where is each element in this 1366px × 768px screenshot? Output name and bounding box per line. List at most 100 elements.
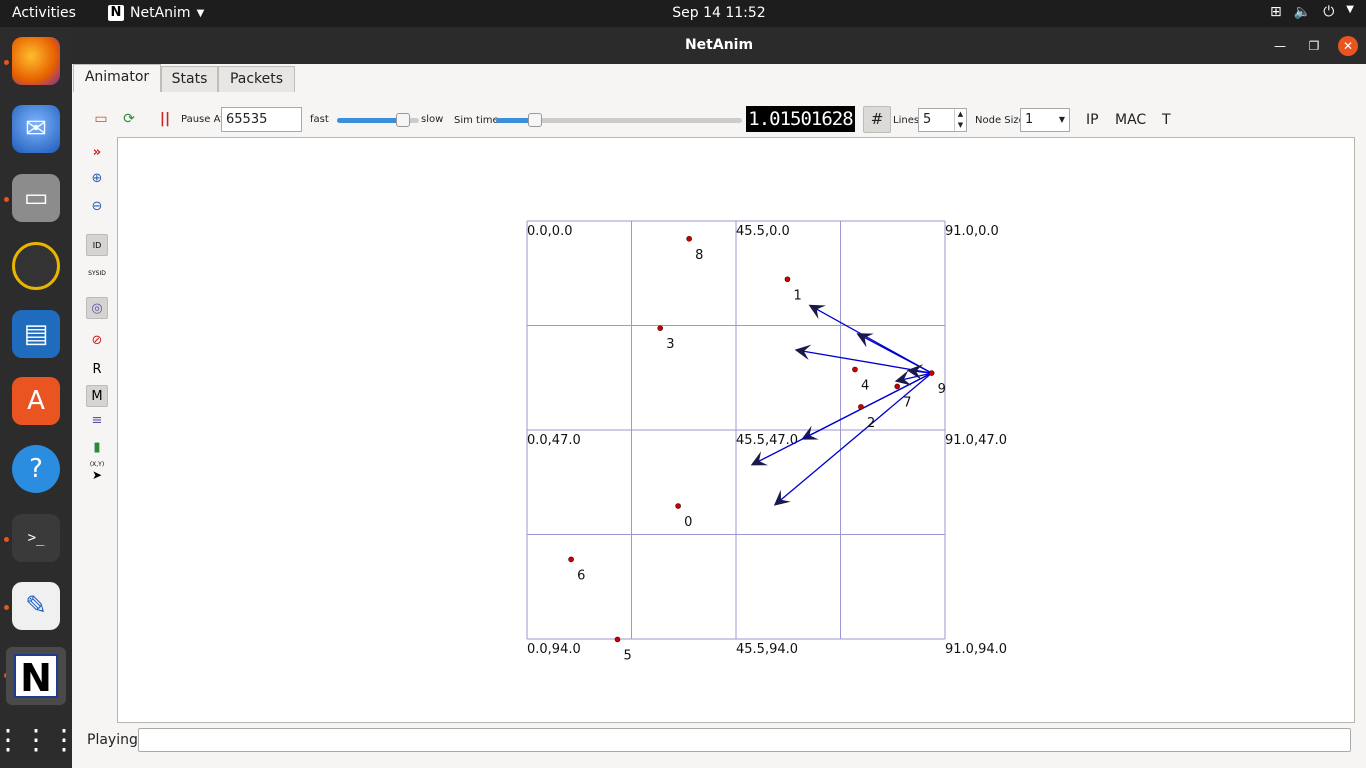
status-label: Playing	[87, 732, 138, 748]
reload-icon[interactable]: ⟳	[123, 111, 135, 127]
mobility-button[interactable]: M	[86, 385, 108, 407]
netanim-dock-item[interactable]: N	[6, 647, 66, 705]
app-grid-icon[interactable]: ⋮⋮⋮	[0, 722, 78, 756]
cursor-icon: ➤	[91, 468, 103, 482]
zoom-in-icon[interactable]: ⊕	[91, 171, 103, 186]
tab-stats[interactable]: Stats	[161, 66, 218, 92]
ip-toggle-button[interactable]: IP	[1086, 112, 1099, 128]
show-sysid-button[interactable]: SYSID	[86, 263, 108, 285]
netanim-icon: N	[14, 654, 58, 700]
minimize-button[interactable]: —	[1274, 39, 1286, 53]
grid-coordinate-label: 91.0,47.0	[945, 433, 1007, 448]
node-label: 9	[938, 382, 946, 397]
node-8	[686, 235, 692, 242]
grid-coordinate-label: 45.5,0.0	[736, 224, 790, 239]
node-label: 5	[623, 648, 631, 663]
node-2	[858, 404, 864, 410]
node-label: 1	[793, 288, 801, 303]
system-tray[interactable]: ⊞ 🔈 ⏻ ▼	[1270, 4, 1354, 20]
sim-time-slider-handle[interactable]	[528, 113, 543, 127]
app-menu[interactable]: N NetAnim ▼	[108, 5, 204, 21]
sysid-icon: SYSID	[88, 270, 106, 277]
files-icon[interactable]: ▭	[12, 174, 60, 222]
node-size-select[interactable]: 1 ▼	[1020, 108, 1070, 132]
grid-toggle-button[interactable]: #	[863, 106, 891, 133]
sim-time-slider[interactable]	[496, 113, 742, 127]
libreoffice-writer-icon[interactable]: ▤	[12, 310, 60, 358]
wireless-circles-button[interactable]: ◎	[86, 297, 108, 319]
power-icon[interactable]: ⏻	[1323, 4, 1335, 20]
tab-bar: Animator Stats Packets	[72, 64, 1366, 92]
chevron-down-icon: ▼	[1058, 115, 1065, 124]
show-node-id-button[interactable]: ID	[86, 234, 108, 256]
activities-button[interactable]: Activities	[12, 5, 76, 21]
speed-slider-handle[interactable]	[395, 113, 410, 127]
node-label: 6	[577, 568, 585, 583]
expand-panel-icon[interactable]: »	[92, 145, 102, 160]
running-indicator	[4, 197, 9, 202]
grid-coordinate-label: 45.5,94.0	[736, 642, 798, 657]
node-6	[568, 556, 574, 563]
battery-icon[interactable]: ▮	[93, 440, 101, 455]
firefox-icon[interactable]	[12, 37, 60, 85]
wireless-icon: ◎	[91, 301, 103, 316]
rhythmbox-icon[interactable]	[12, 242, 60, 290]
speed-slider[interactable]	[337, 113, 419, 127]
node-label: 2	[867, 416, 875, 431]
text-editor-icon[interactable]: ✎	[12, 582, 60, 630]
thunderbird-icon[interactable]: ✉	[12, 105, 60, 153]
lines-spinbox[interactable]: 5 ▲ ▼	[918, 108, 967, 132]
node-9	[928, 370, 935, 376]
sim-time-display: 1.01501628	[746, 106, 855, 132]
coordinate-tool-button[interactable]: (X,Y) ➤	[86, 460, 108, 482]
node-id-icon: ID	[92, 241, 102, 250]
packet-arrow	[750, 372, 932, 466]
netanim-window: NetAnim — ❐ ✕ Animator Stats Packets ▭ ⟳…	[72, 27, 1366, 768]
help-icon[interactable]: ?	[12, 445, 60, 493]
status-field	[138, 728, 1351, 752]
clock[interactable]: Sep 14 11:52	[672, 5, 766, 21]
open-file-icon[interactable]: ▭	[94, 111, 108, 127]
node-4	[852, 366, 858, 373]
title-bar[interactable]: NetAnim — ❐ ✕	[72, 27, 1366, 64]
terminal-icon[interactable]: >_	[12, 514, 60, 562]
tab-packets[interactable]: Packets	[218, 66, 295, 92]
running-indicator	[4, 537, 9, 542]
pause-icon[interactable]: ||	[159, 111, 171, 127]
node-label: 3	[666, 337, 674, 352]
animation-canvas[interactable]: 0.0,0.0 45.5,0.0 91.0,0.0 0.0,47.0 45.5,47.0…	[117, 137, 1355, 723]
zoom-out-icon[interactable]: ⊖	[91, 199, 103, 214]
grid-coordinate-label: 0.0,0.0	[527, 224, 572, 239]
top-bar: Activities N NetAnim ▼ Sep 14 11:52 ⊞ 🔈 …	[0, 0, 1366, 27]
network-icon[interactable]: ⊞	[1270, 4, 1282, 20]
close-button[interactable]: ✕	[1338, 36, 1358, 56]
node-5	[614, 636, 621, 643]
t-toggle-button[interactable]: T	[1162, 112, 1171, 128]
node-0	[675, 503, 681, 509]
grid-icon: #	[870, 110, 884, 128]
route-button[interactable]: R	[92, 362, 102, 377]
node-label: 7	[903, 395, 911, 410]
chevron-down-icon[interactable]: ▼	[1346, 4, 1354, 15]
maximize-button[interactable]: ❐	[1308, 39, 1320, 53]
spin-arrows-icon[interactable]: ▲ ▼	[954, 109, 966, 131]
animator-toolbar: ▭ ⟳ || Pause At 65535 fast slow Sim time…	[72, 103, 1366, 137]
grid-coordinate-label: 0.0,47.0	[527, 433, 581, 448]
pause-at-input[interactable]: 65535	[221, 107, 302, 132]
coordinate-label: (X,Y)	[89, 461, 105, 468]
window-title: NetAnim	[684, 37, 754, 53]
mac-toggle-button[interactable]: MAC	[1115, 112, 1147, 128]
software-center-icon[interactable]: A	[12, 377, 60, 425]
disable-icon[interactable]: ⊘	[91, 333, 103, 348]
chevron-down-icon: ▼	[196, 7, 205, 19]
packet-arrow	[773, 372, 933, 506]
node-1	[784, 276, 791, 283]
lines-icon[interactable]: ≡	[91, 413, 103, 428]
lines-value: 5	[923, 112, 932, 127]
node-7	[894, 383, 901, 390]
node-3	[657, 325, 664, 331]
network-scene[interactable]: 0.0,0.0 45.5,0.0 91.0,0.0 0.0,47.0 45.5,47.0…	[118, 138, 1354, 722]
volume-icon[interactable]: 🔈	[1293, 4, 1312, 20]
packet-arrow	[906, 364, 932, 380]
tab-animator[interactable]: Animator	[73, 64, 161, 92]
